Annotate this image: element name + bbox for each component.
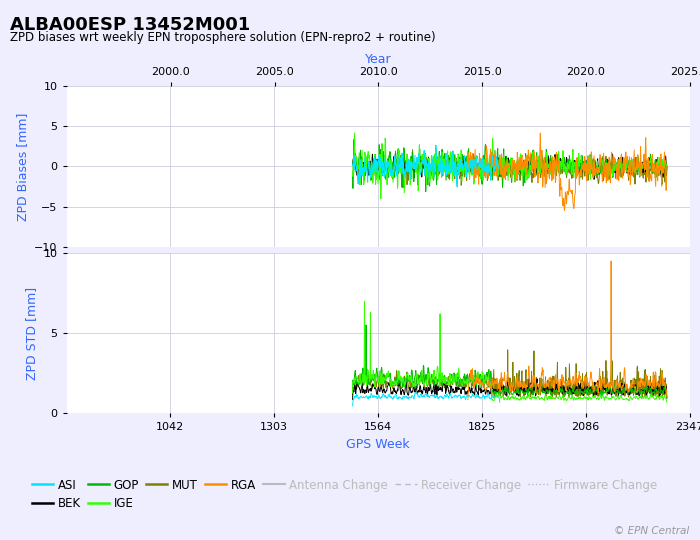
Text: ZPD biases wrt weekly EPN troposphere solution (EPN-repro2 + routine): ZPD biases wrt weekly EPN troposphere so… [10,31,436,44]
Legend: ASI, BEK, GOP, IGE, MUT, RGA, Antenna Change, Receiver Change, Firmware Change: ASI, BEK, GOP, IGE, MUT, RGA, Antenna Ch… [27,474,662,515]
Y-axis label: ZPD Biases [mm]: ZPD Biases [mm] [15,112,29,221]
Text: © EPN Central: © EPN Central [615,525,690,536]
X-axis label: Year: Year [365,53,391,66]
Y-axis label: ZPD STD [mm]: ZPD STD [mm] [25,286,38,380]
X-axis label: GPS Week: GPS Week [346,438,410,451]
Text: ALBA00ESP 13452M001: ALBA00ESP 13452M001 [10,16,251,34]
